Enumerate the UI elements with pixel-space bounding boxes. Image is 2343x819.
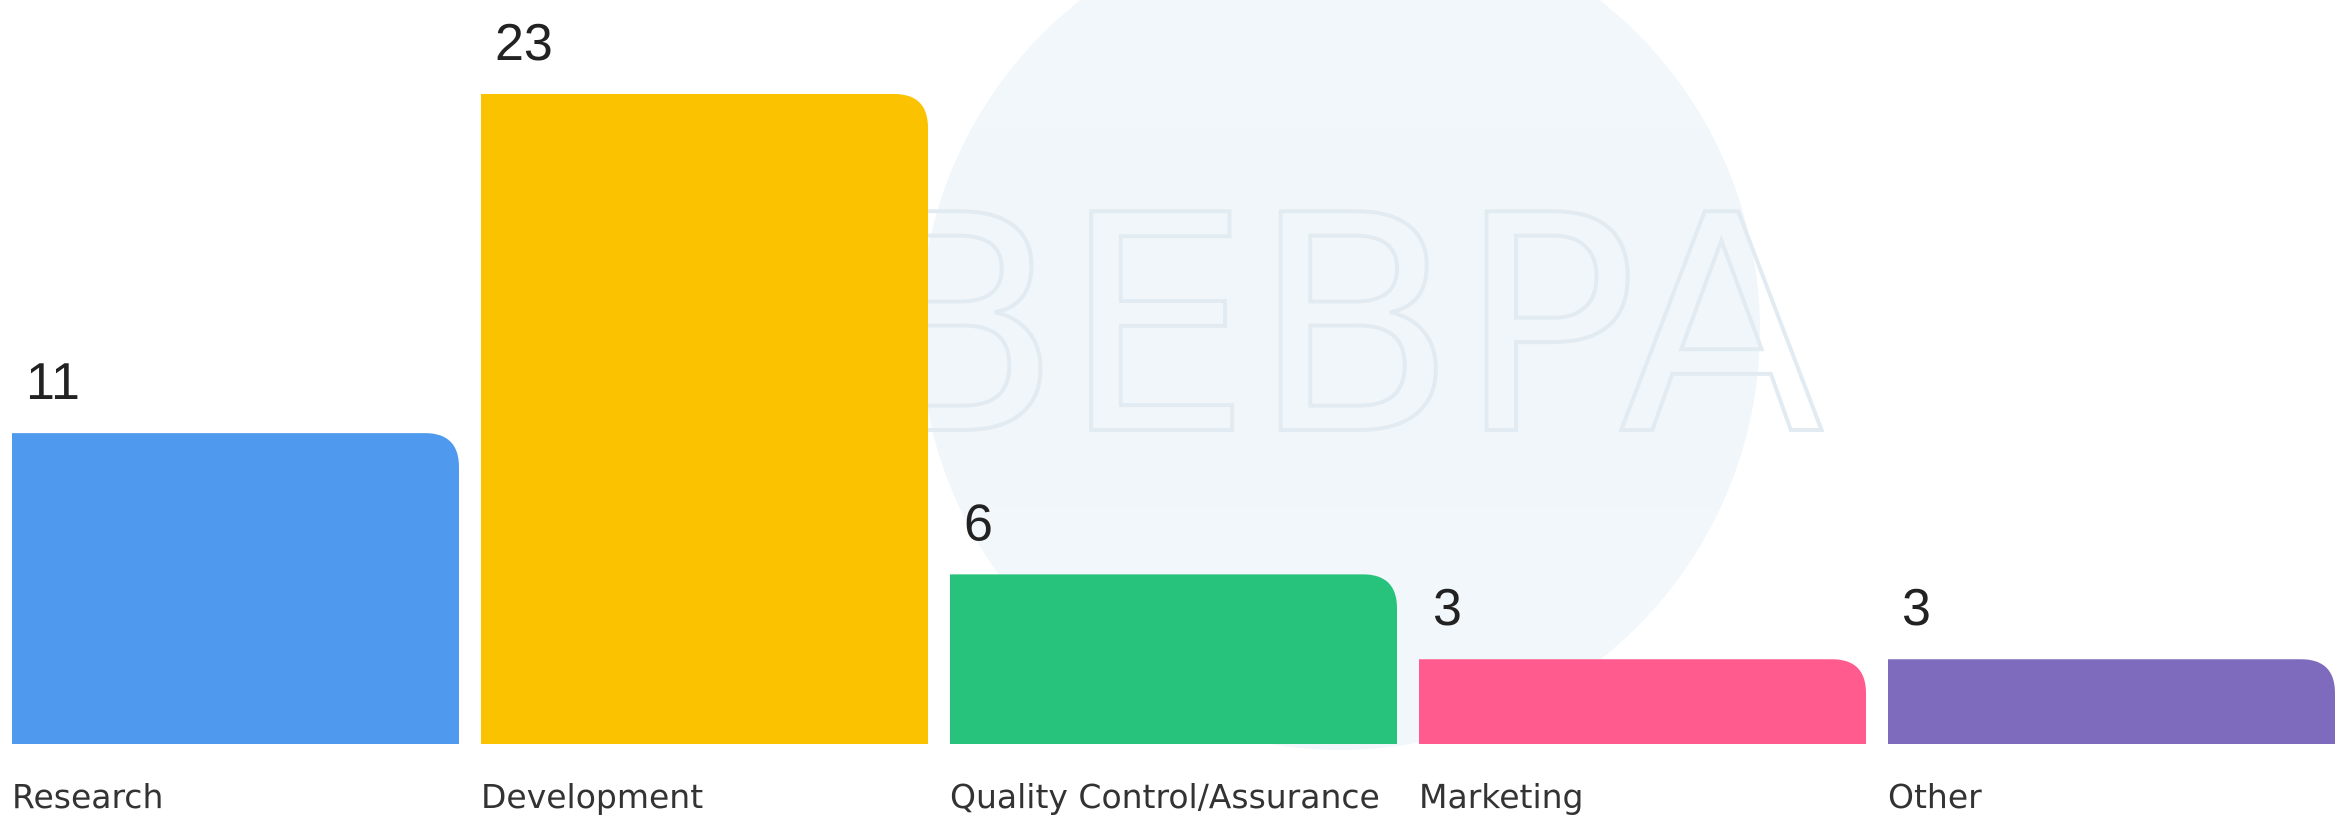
value-label: 11 <box>26 353 80 411</box>
bar <box>481 94 928 744</box>
category-label: Quality Control/Assurance <box>950 777 1380 816</box>
watermark-text: BEBPA <box>856 152 1825 501</box>
value-label: 3 <box>1902 579 1931 637</box>
category-label: Development <box>481 777 703 816</box>
bar <box>950 574 1397 744</box>
value-label: 3 <box>1433 579 1462 637</box>
watermark-globe <box>920 0 1760 750</box>
category-label: Marketing <box>1419 777 1583 816</box>
bar <box>1419 659 1866 744</box>
bar <box>12 433 459 744</box>
category-label: Research <box>12 777 163 816</box>
value-label: 6 <box>964 494 993 552</box>
value-label: 23 <box>495 14 553 72</box>
bar <box>1888 659 2335 744</box>
category-label: Other <box>1888 777 1982 816</box>
watermark: BEBPA <box>854 0 1827 750</box>
